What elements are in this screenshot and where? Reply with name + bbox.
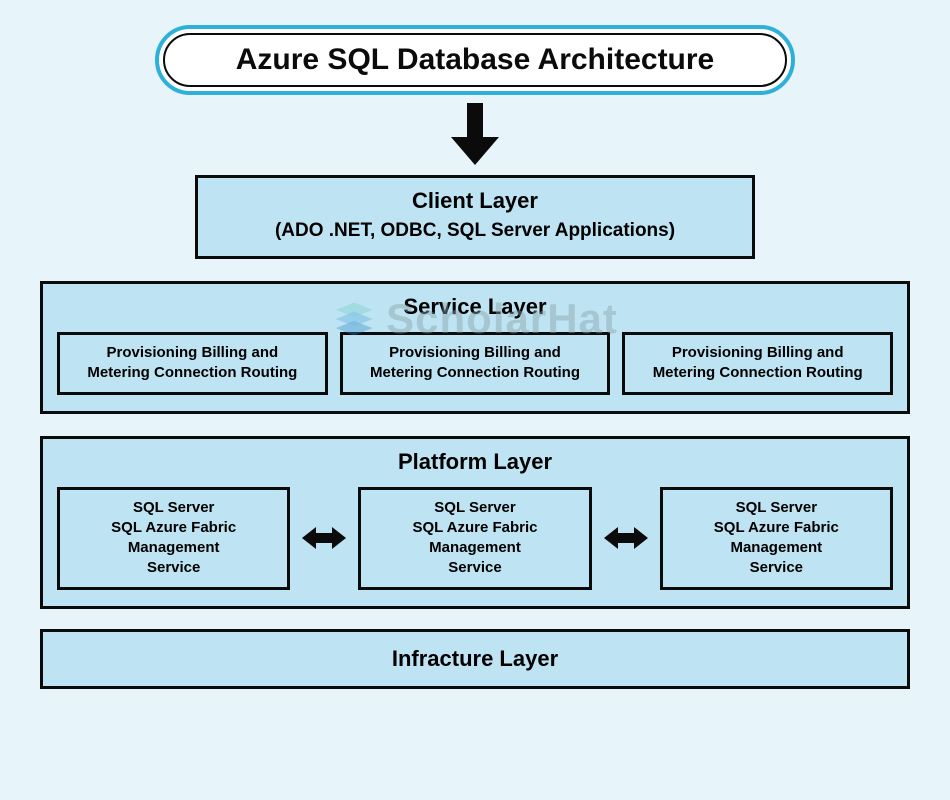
service-cell: Provisioning Billing and Metering Connec… [340,332,611,395]
cell-line: Metering Connection Routing [349,363,602,383]
cell-line: SQL Server [367,498,582,518]
platform-layer-box: Platform Layer SQL Server SQL Azure Fabr… [40,436,910,609]
platform-cell: SQL Server SQL Azure Fabric Management S… [57,487,290,590]
client-layer-title: Client Layer [210,188,740,214]
platform-layer-title: Platform Layer [57,449,893,475]
infrastructure-layer-title: Infracture Layer [392,646,558,671]
client-layer-subtitle: (ADO .NET, ODBC, SQL Server Applications… [210,220,740,242]
double-arrow-icon [604,525,648,551]
platform-layer-row: SQL Server SQL Azure Fabric Management S… [57,487,893,590]
infrastructure-layer-box: Infracture Layer [40,629,910,689]
service-cell: Provisioning Billing and Metering Connec… [622,332,893,395]
cell-line: SQL Server [669,498,884,518]
cell-line: Metering Connection Routing [631,363,884,383]
arrow-down-icon [445,103,505,167]
cell-line: SQL Azure Fabric Management [367,518,582,559]
cell-line: SQL Azure Fabric Management [66,518,281,559]
service-cell: Provisioning Billing and Metering Connec… [57,332,328,395]
double-arrow-icon [302,525,346,551]
cell-line: Provisioning Billing and [66,343,319,363]
cell-line: Service [66,558,281,578]
service-layer-title: Service Layer [57,294,893,320]
cell-line: Service [367,558,582,578]
cell-line: SQL Server [66,498,281,518]
cell-line: Provisioning Billing and [631,343,884,363]
cell-line: Metering Connection Routing [66,363,319,383]
service-layer-box: Service Layer Provisioning Billing and M… [40,281,910,414]
cell-line: Provisioning Billing and [349,343,602,363]
platform-cell: SQL Server SQL Azure Fabric Management S… [660,487,893,590]
client-layer-box: Client Layer (ADO .NET, ODBC, SQL Server… [195,175,755,259]
title-pill: Azure SQL Database Architecture [155,25,795,95]
service-layer-row: Provisioning Billing and Metering Connec… [57,332,893,395]
diagram-title: Azure SQL Database Architecture [179,43,771,77]
platform-cell: SQL Server SQL Azure Fabric Management S… [358,487,591,590]
cell-line: Service [669,558,884,578]
cell-line: SQL Azure Fabric Management [669,518,884,559]
